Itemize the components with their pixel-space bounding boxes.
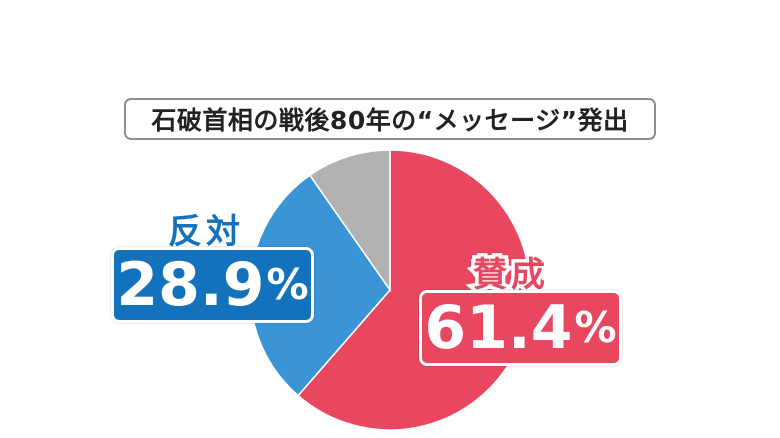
oppose-category-label: 反対 (165, 209, 244, 256)
approve-category-label: 賛成 (470, 252, 549, 299)
chart-title-box: 石破首相の戦後80年の“メッセージ”発出 (124, 98, 656, 140)
pie-slice-other (308, 149, 391, 293)
approve-value-box: 61.4 % (419, 290, 622, 366)
chart-title: 石破首相の戦後80年の“メッセージ”発出 (151, 106, 629, 135)
oppose-value-box: 28.9 % (111, 247, 314, 323)
oppose-value: 28.9 (116, 250, 265, 320)
approve-value: 61.4 (424, 293, 573, 363)
oppose-percent-sign: % (266, 260, 309, 309)
approve-percent-sign: % (574, 303, 617, 352)
